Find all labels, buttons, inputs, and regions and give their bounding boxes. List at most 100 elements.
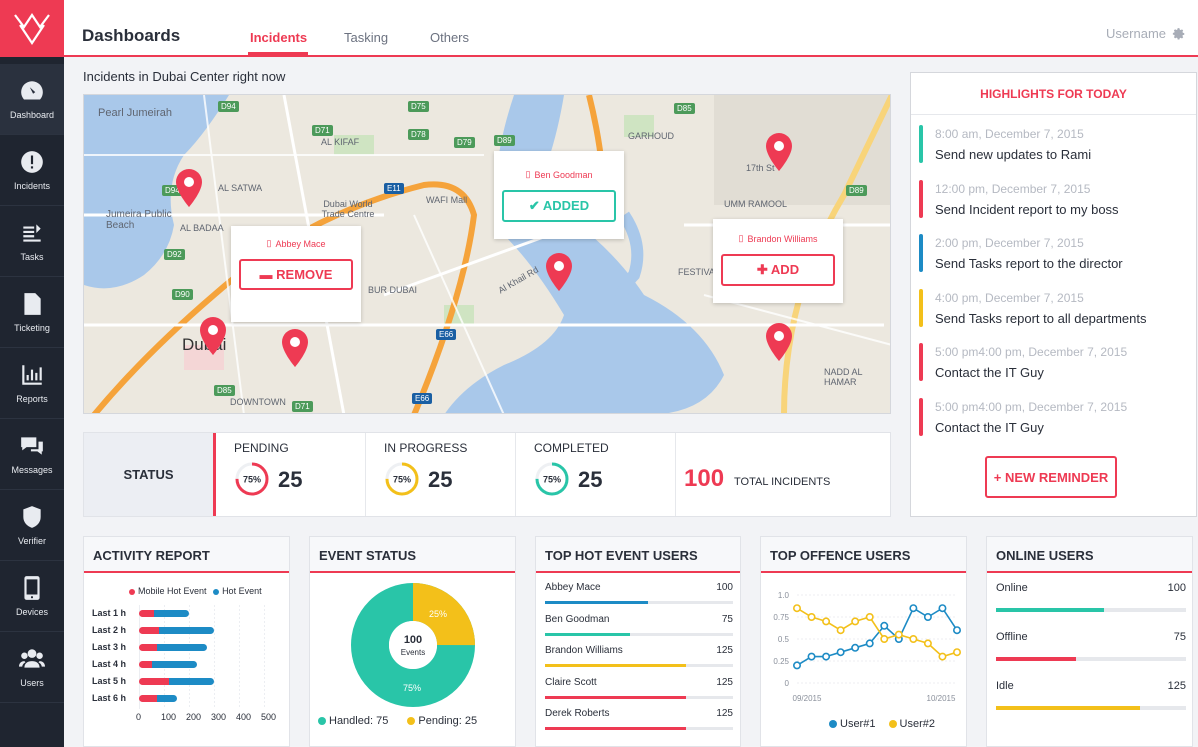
data-point[interactable] xyxy=(909,604,918,613)
data-point[interactable] xyxy=(880,634,889,643)
data-point[interactable] xyxy=(923,639,932,648)
road-label: D71 xyxy=(292,401,313,412)
hot-user-row[interactable]: Derek Roberts 125 xyxy=(545,708,733,738)
online-users-card: ONLINE USERS Online 100 Offline 75 Idle 125 xyxy=(986,536,1193,747)
data-point[interactable] xyxy=(836,648,845,657)
data-point[interactable] xyxy=(865,639,874,648)
added-button[interactable]: ✔ ADDED xyxy=(502,190,616,222)
chat-bubbles-icon xyxy=(21,437,43,455)
mobile-hot-event-bar xyxy=(139,661,152,668)
activity-row: Last 4 h xyxy=(92,658,292,672)
y-tick-label: 0 xyxy=(785,679,790,688)
highlight-text: Send Tasks report to the director xyxy=(935,256,1123,271)
data-point[interactable] xyxy=(953,626,962,635)
status-value: 100 xyxy=(1167,582,1186,594)
data-point[interactable] xyxy=(807,612,816,621)
user-name: Abbey Mace xyxy=(545,582,601,593)
data-point[interactable] xyxy=(953,648,962,657)
map-pin-icon[interactable] xyxy=(200,317,226,355)
map-pin-icon[interactable] xyxy=(766,323,792,361)
sidebar-label: Dashboard xyxy=(9,110,55,120)
legend-dot xyxy=(829,720,837,729)
data-point[interactable] xyxy=(807,652,816,661)
add-button[interactable]: ✚ ADD xyxy=(721,254,835,286)
status-count: 25 xyxy=(578,467,603,492)
sidebar-item-dashboard[interactable]: Dashboard xyxy=(0,64,64,135)
hot-user-row[interactable]: Abbey Mace 100 xyxy=(545,582,733,612)
map-pin-icon[interactable] xyxy=(766,133,792,171)
map-pin-icon[interactable] xyxy=(282,329,308,367)
hot-user-row[interactable]: Brandon Williams 125 xyxy=(545,645,733,675)
tab-incidents[interactable]: Incidents xyxy=(250,30,308,45)
mobile-hot-event-bar xyxy=(139,644,157,651)
mobile-phone-icon: ▯ xyxy=(738,233,744,243)
progress-fill xyxy=(996,706,1141,710)
activity-row-label: Last 4 h xyxy=(92,659,127,669)
pending-segment xyxy=(351,583,475,707)
data-point[interactable] xyxy=(792,604,801,613)
tab-tasking[interactable]: Tasking xyxy=(344,30,389,45)
road-label: D85 xyxy=(674,103,695,114)
data-point[interactable] xyxy=(822,652,831,661)
data-point[interactable] xyxy=(851,617,860,626)
sidebar-item-incidents[interactable]: Incidents xyxy=(0,135,64,206)
sidebar-item-ticketing[interactable]: Ticketing xyxy=(0,277,64,348)
data-point[interactable] xyxy=(822,617,831,626)
highlight-item[interactable]: 5:00 pm4:00 pm, December 7, 2015 Contact … xyxy=(919,397,1189,438)
pending-progress-ring: 75% xyxy=(235,462,269,496)
road-label: D90 xyxy=(172,289,193,300)
gear-icon[interactable] xyxy=(1172,27,1186,41)
highlight-item[interactable]: 2:00 pm, December 7, 2015 Send Tasks repo… xyxy=(919,234,1189,274)
incidents-map[interactable]: Pearl Jumeirah Jumeira Public Beach Duba… xyxy=(83,94,891,414)
data-point[interactable] xyxy=(923,612,932,621)
highlight-item[interactable]: 4:00 pm, December 7, 2015 Send Tasks repo… xyxy=(919,288,1189,329)
card-title: TOP HOT EVENT USERS xyxy=(536,537,740,573)
activity-row: Last 1 h xyxy=(92,607,292,621)
document-icon xyxy=(24,293,41,315)
sidebar-item-tasks[interactable]: Tasks xyxy=(0,206,64,277)
data-point[interactable] xyxy=(938,652,947,661)
new-reminder-button[interactable]: + NEW REMINDER xyxy=(985,456,1117,498)
sidebar-item-users[interactable]: Users xyxy=(0,632,64,703)
sidebar-item-devices[interactable]: Devices xyxy=(0,561,64,632)
sidebar: Dashboard Incidents Tasks Ticketing Repo… xyxy=(0,0,64,747)
highlight-item[interactable]: 5:00 pm4:00 pm, December 7, 2015 Contact … xyxy=(919,343,1189,383)
tasks-icon xyxy=(23,224,41,242)
map-place-label: AL BADAA xyxy=(180,223,224,233)
incident-popup-ben-goodman: ▯ Ben Goodman ✔ ADDED xyxy=(494,151,624,239)
completed-ring: 75% xyxy=(535,462,569,496)
data-point[interactable] xyxy=(865,612,874,621)
data-point[interactable] xyxy=(851,643,860,652)
app-logo[interactable] xyxy=(0,0,64,57)
y-tick-label: 0.75 xyxy=(773,613,789,622)
user-name: Ben Goodman xyxy=(545,613,610,625)
status-value: 125 xyxy=(1167,680,1186,692)
data-point[interactable] xyxy=(880,621,889,630)
legend-dot xyxy=(318,717,326,726)
sidebar-item-messages[interactable]: Messages xyxy=(0,419,64,490)
data-point[interactable] xyxy=(938,604,947,613)
sidebar-item-verifier[interactable]: Verifier xyxy=(0,490,64,561)
offence-line-chart: 1.0 0.75 0.5 0.25 009/2015 10/2015 xyxy=(773,591,962,703)
highlight-item[interactable]: 12:00 pm, December 7, 2015 Send Incident … xyxy=(919,179,1189,220)
hot-user-row[interactable]: Claire Scott 125 xyxy=(545,677,733,707)
hot-user-row[interactable]: Ben Goodman 75 xyxy=(545,614,733,644)
remove-button[interactable]: ▬ REMOVE xyxy=(239,259,353,290)
alert-icon xyxy=(21,151,43,173)
sidebar-item-reports[interactable]: Reports xyxy=(0,348,64,419)
data-point[interactable] xyxy=(894,630,903,639)
data-point[interactable] xyxy=(792,661,801,670)
top-offence-users-card: TOP OFFENCE USERS 1.0 0.75 0.5 0.25 0 09/2015… xyxy=(760,536,967,747)
map-pin-icon[interactable] xyxy=(176,169,202,207)
progress-fill xyxy=(545,695,686,699)
username: Username xyxy=(1106,26,1166,41)
user-menu[interactable]: Username xyxy=(1106,26,1186,41)
status-value: 75 xyxy=(1173,631,1186,643)
tab-others[interactable]: Others xyxy=(430,30,470,45)
highlight-item[interactable]: 8:00 am, December 7, 2015 Send new update… xyxy=(919,125,1189,165)
data-point[interactable] xyxy=(836,626,845,635)
mobile-hot-event-bar xyxy=(139,610,154,617)
popup-user-name: Abbey Mace xyxy=(275,238,326,249)
data-point[interactable] xyxy=(909,634,918,643)
map-pin-icon[interactable] xyxy=(546,253,572,291)
